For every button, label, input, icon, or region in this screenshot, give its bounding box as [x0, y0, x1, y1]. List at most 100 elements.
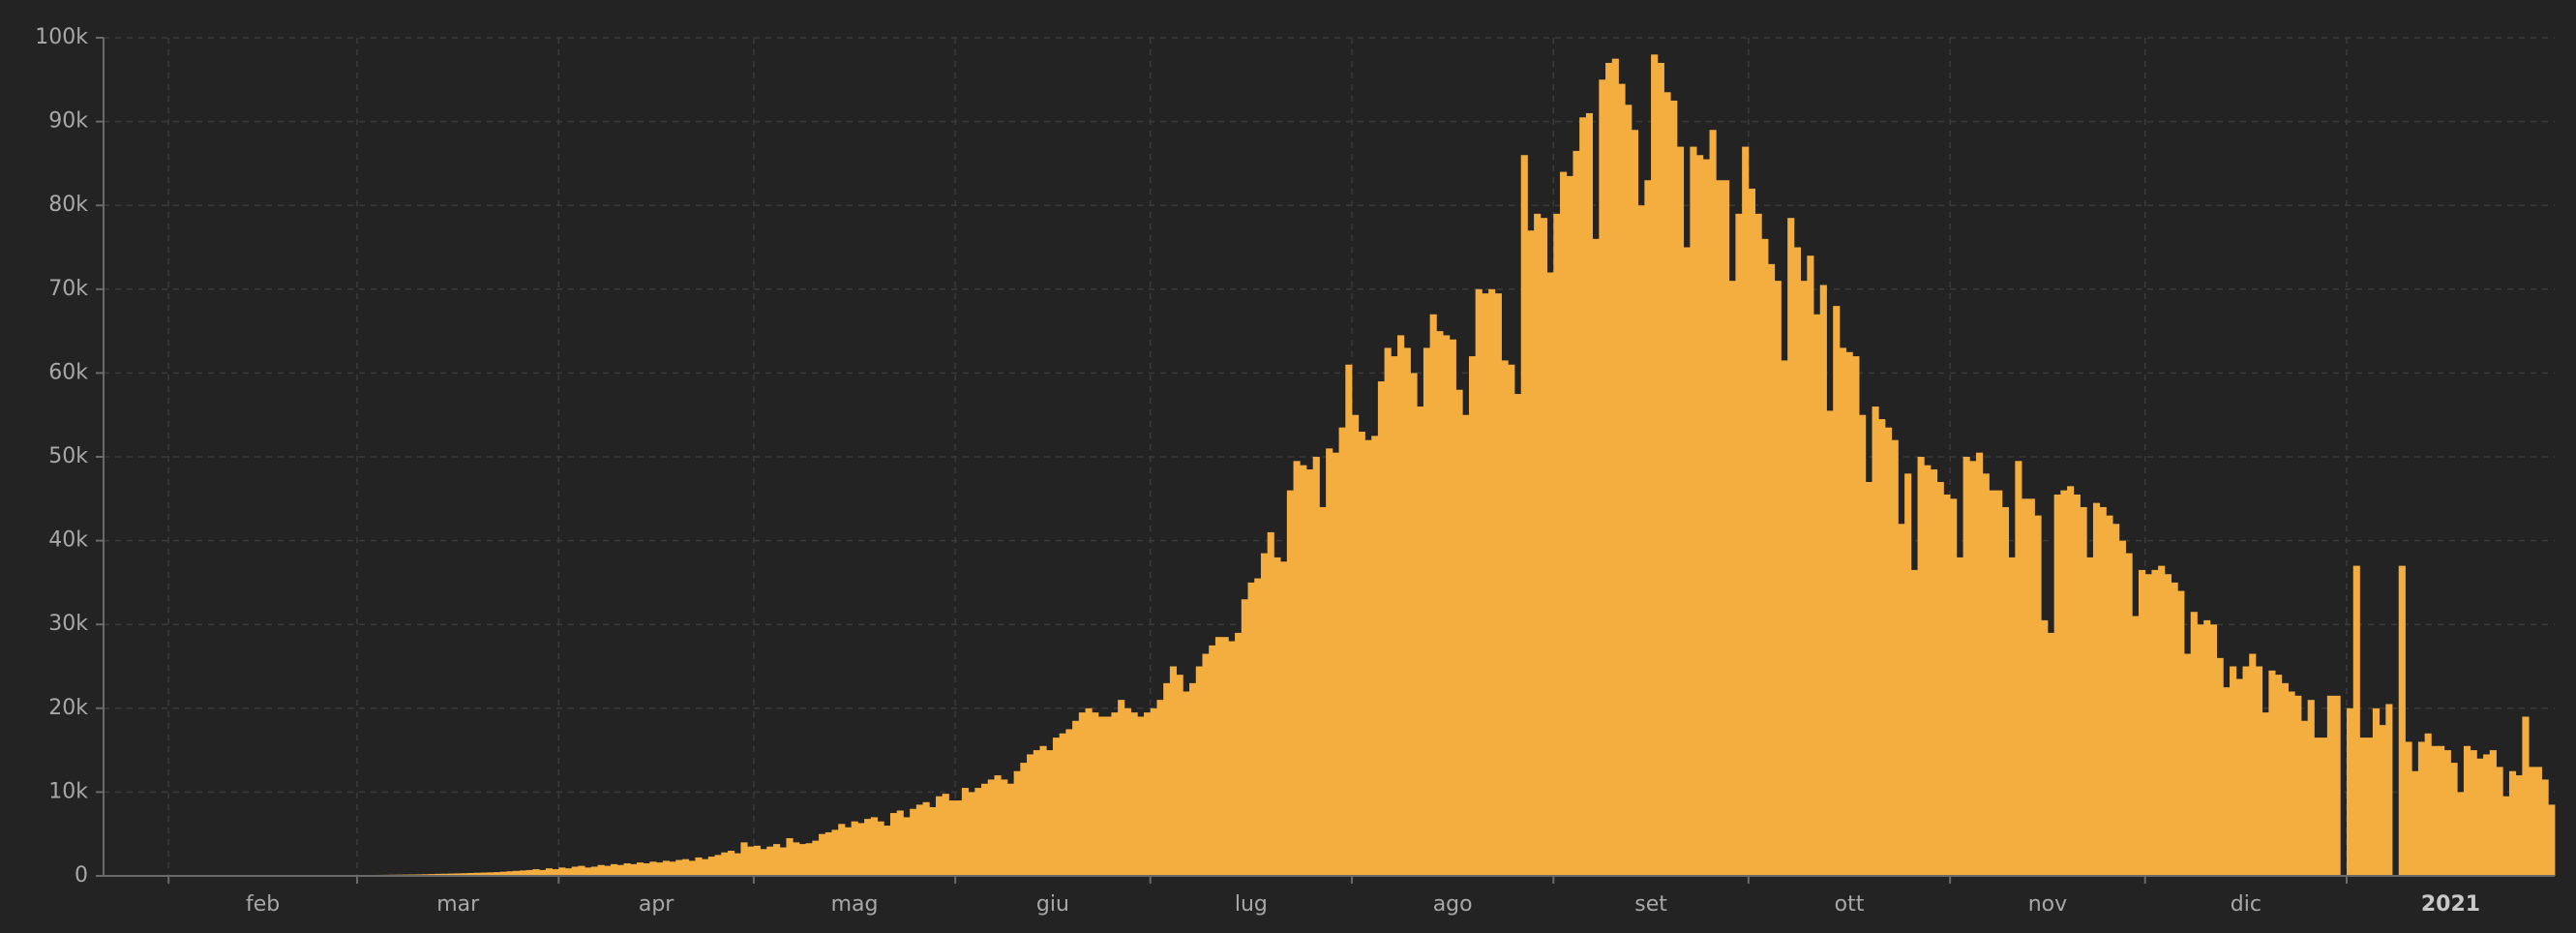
bar — [1391, 356, 1398, 877]
bar — [1221, 637, 1229, 876]
bar — [1013, 770, 1021, 876]
bar — [2001, 506, 2010, 876]
bar — [584, 867, 592, 876]
bar — [2041, 619, 2049, 876]
bar — [1742, 146, 1750, 876]
bar — [1910, 569, 1918, 876]
bar — [2522, 716, 2530, 876]
bar — [2008, 557, 2016, 876]
bar — [1228, 641, 1236, 876]
bar — [649, 861, 657, 876]
bar — [1508, 364, 1515, 876]
bar — [2398, 565, 2406, 876]
bar — [857, 823, 865, 876]
y-tick-label: 70k — [48, 277, 88, 301]
bar — [1417, 406, 1424, 876]
y-tick-label: 80k — [48, 193, 88, 217]
bar — [669, 861, 676, 876]
bar — [1878, 419, 1886, 876]
bar — [1260, 553, 1269, 876]
bar — [1793, 247, 1802, 876]
bar — [961, 788, 970, 876]
bar — [1605, 62, 1613, 877]
bar — [2476, 758, 2484, 876]
x-tick-label: set — [1634, 892, 1667, 917]
bar — [1884, 427, 1893, 876]
bar — [2144, 574, 2152, 876]
bar — [1006, 783, 1015, 876]
bar — [434, 873, 442, 876]
bar — [2092, 502, 2101, 876]
bar — [2321, 737, 2328, 876]
bar — [1072, 720, 1080, 876]
bar — [1540, 218, 1547, 876]
bar — [1657, 62, 1664, 877]
bar — [1338, 427, 1346, 876]
bar — [2548, 804, 2556, 876]
bar — [2326, 695, 2334, 876]
bar — [987, 779, 995, 876]
bar — [1214, 637, 1223, 876]
bar — [2203, 619, 2211, 876]
bar — [2106, 515, 2113, 876]
bar — [1976, 452, 1984, 876]
bar — [1123, 707, 1131, 876]
bar — [2508, 770, 2517, 876]
bar — [1924, 465, 1932, 876]
bar — [2489, 750, 2497, 876]
bar — [1553, 213, 1561, 877]
bar — [1410, 373, 1418, 876]
bar — [1845, 351, 1853, 876]
bar — [1156, 700, 1164, 876]
bar — [1377, 381, 1386, 876]
bar — [2366, 737, 2374, 876]
bar — [2022, 498, 2029, 876]
bar — [1859, 414, 1867, 876]
x-tick-label: ott — [1835, 892, 1865, 917]
bar — [2438, 745, 2445, 876]
bar — [1696, 155, 1704, 877]
bar — [1722, 180, 1730, 877]
bar — [2352, 565, 2360, 876]
bar — [2534, 767, 2542, 876]
bar — [1475, 288, 1483, 876]
bar — [2483, 754, 2491, 876]
bar — [1716, 180, 1723, 877]
bar — [1917, 457, 1925, 876]
bar — [2496, 767, 2503, 876]
y-tick-label: 10k — [48, 779, 88, 803]
bar — [2294, 695, 2302, 876]
bar — [1995, 490, 2003, 876]
bar — [2209, 624, 2218, 876]
bar — [1118, 700, 1125, 876]
bar — [1092, 712, 1099, 876]
bar — [1397, 335, 1405, 876]
bar — [864, 819, 872, 876]
bar — [2073, 494, 2081, 876]
bar — [2027, 498, 2035, 876]
bar — [2249, 653, 2257, 876]
bar — [1384, 347, 1392, 876]
bar — [2457, 792, 2465, 876]
y-tick-label: 50k — [48, 444, 88, 468]
bar — [2190, 612, 2198, 876]
bar — [656, 862, 664, 876]
bar — [1468, 356, 1477, 877]
x-tick-label: lug — [1235, 892, 1268, 917]
bar — [1247, 582, 1255, 876]
bar — [1046, 750, 1054, 876]
bar — [558, 867, 566, 876]
bar — [2047, 632, 2055, 876]
bar — [753, 845, 762, 876]
bar — [480, 872, 488, 876]
bar — [1137, 716, 1145, 876]
bar — [1169, 666, 1178, 876]
bar — [2223, 687, 2231, 876]
bar — [487, 872, 494, 876]
bar — [499, 871, 507, 876]
bar — [2281, 682, 2289, 876]
bar — [1501, 360, 1509, 876]
bar — [819, 833, 826, 876]
bar — [1104, 716, 1112, 876]
bar — [1651, 54, 1659, 876]
